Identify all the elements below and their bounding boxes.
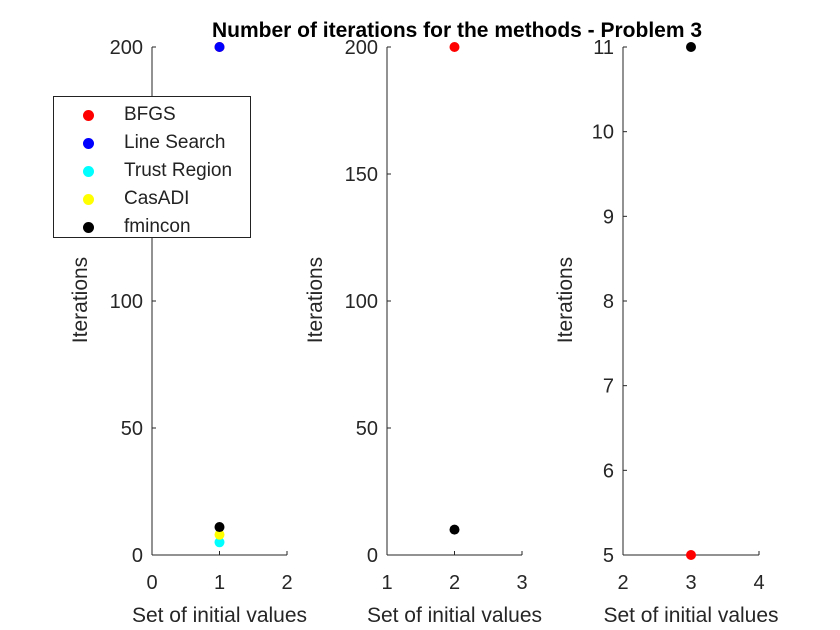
- y-tick-label: 9: [603, 206, 614, 228]
- x-axis-label: Set of initial values: [603, 604, 778, 627]
- data-point-fmincon: [214, 522, 225, 533]
- subplot-2: 0 50 100 150 200 1 2 3 Set of initial values Iter…: [304, 37, 542, 627]
- x-tick-label: 3: [685, 572, 696, 594]
- y-tick-label: 11: [593, 37, 614, 59]
- y-tick-label: 0: [367, 545, 378, 567]
- legend-label: fmincon: [124, 216, 191, 237]
- y-tick-label: 6: [603, 460, 614, 482]
- y-tick-label: 200: [110, 37, 143, 59]
- x-tick-label: 1: [381, 572, 392, 594]
- legend-label: Line Search: [124, 132, 226, 153]
- data-point-line-search: [214, 42, 225, 52]
- x-tick-label: 2: [449, 572, 460, 594]
- y-tick-label: 5: [603, 545, 614, 567]
- x-tick-label: 4: [753, 572, 764, 594]
- y-tick-label: 200: [345, 37, 378, 59]
- legend-item: BFGS: [54, 101, 250, 129]
- y-tick-label: 8: [603, 291, 614, 313]
- x-tick-label: 1: [214, 572, 225, 594]
- x-tick-label: 0: [146, 572, 157, 594]
- y-tick-label: 50: [356, 418, 378, 440]
- y-tick-label: 0: [132, 545, 143, 567]
- y-axis-label: Iterations: [69, 257, 92, 343]
- x-tick-label: 3: [516, 572, 527, 594]
- figure-title: Number of iterations for the methods - P…: [212, 19, 702, 42]
- legend-marker: [83, 222, 94, 233]
- legend-item: CasADI: [54, 185, 250, 213]
- data-point-trust-region: [214, 537, 225, 548]
- legend-label: BFGS: [124, 104, 176, 125]
- x-tick-label: 2: [617, 572, 628, 594]
- data-point-fmincon: [686, 42, 696, 52]
- legend-marker: [83, 110, 94, 121]
- y-tick-label: 100: [110, 291, 143, 313]
- subplot-3: 5 6 7 8 9 10 11 2 3 4 Set of initial values Iterati…: [554, 37, 779, 627]
- legend-marker: [83, 194, 94, 205]
- subplot-1: 0 50 100 200 0 1 2 Set of initial values Iterati…: [69, 37, 307, 627]
- legend: BFGS Line Search Trust Region CasADI fmincon: [53, 96, 251, 238]
- legend-label: CasADI: [124, 188, 190, 209]
- y-tick-label: 50: [121, 418, 143, 440]
- y-axis-label: Iterations: [554, 257, 577, 343]
- legend-item: Trust Region: [54, 157, 250, 185]
- y-tick-label: 7: [603, 376, 614, 398]
- x-axis-label: Set of initial values: [132, 604, 307, 627]
- y-tick-label: 150: [345, 164, 378, 186]
- legend-label: Trust Region: [124, 160, 233, 181]
- data-point-casadi: [214, 529, 225, 540]
- y-axis-label: Iterations: [304, 257, 327, 343]
- data-point-fmincon: [449, 524, 460, 535]
- x-axis-label: Set of initial values: [367, 604, 542, 627]
- legend-marker: [83, 166, 94, 177]
- data-point-bfgs: [686, 550, 696, 560]
- legend-item: Line Search: [54, 129, 250, 157]
- legend-marker: [83, 138, 94, 149]
- y-tick-label: 10: [592, 122, 614, 144]
- y-tick-label: 100: [345, 291, 378, 313]
- x-tick-label: 2: [281, 572, 292, 594]
- data-point-bfgs: [449, 42, 460, 52]
- legend-item: fmincon: [54, 213, 250, 241]
